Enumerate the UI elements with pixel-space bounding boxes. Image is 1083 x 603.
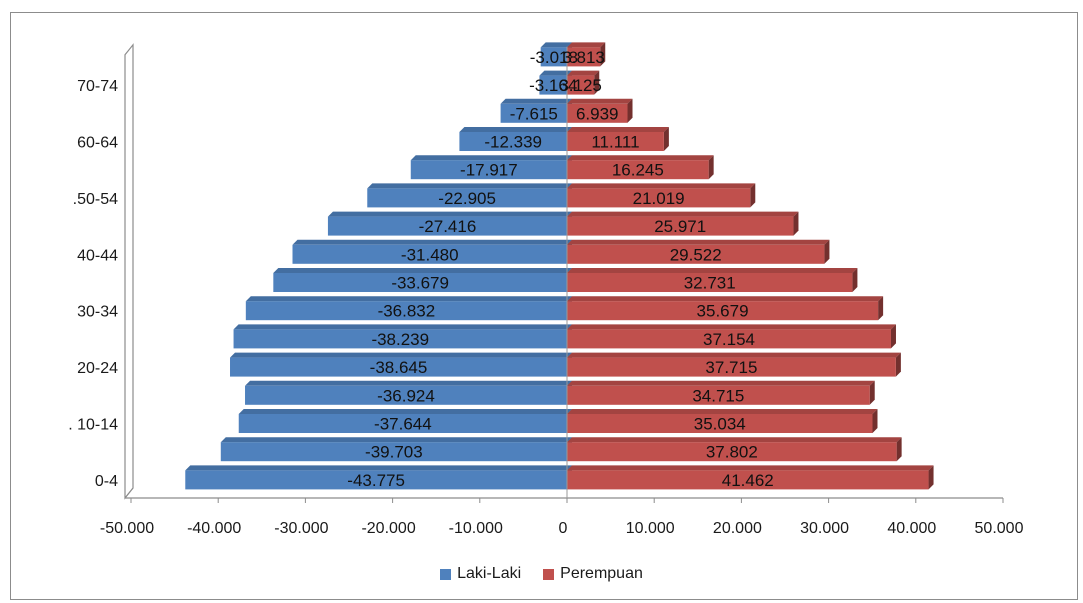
legend-swatch-perempuan [543, 568, 555, 580]
y-tick-label-12: 60-64 [77, 135, 118, 152]
bar-laki-laki-9 [327, 211, 572, 236]
bar-perempuan-11 [567, 155, 714, 180]
legend: Laki-Laki Perempuan [0, 565, 1083, 583]
bar-perempuan-4 [567, 352, 901, 377]
data-label-laki-laki-12: -12.339 [484, 133, 542, 152]
data-label-laki-laki-2: -37.644 [374, 415, 432, 434]
y-tick-label-6: 30-34 [77, 304, 118, 321]
data-label-laki-laki-14: -3.164 [529, 76, 577, 95]
bar-perempuan-15 [567, 42, 606, 67]
data-label-perempuan-9: 25.971 [654, 217, 706, 236]
x-tick-label-2: -30.000 [274, 520, 328, 537]
bar-perempuan-7 [567, 268, 858, 292]
x-tick-label-4: -10.000 [449, 520, 503, 537]
bar-perempuan-10 [567, 183, 756, 208]
wall-left-side [124, 43, 134, 500]
bar-perempuan-9 [567, 211, 799, 236]
bars-group [185, 42, 934, 490]
legend-label-perempuan: Perempuan [560, 565, 643, 582]
legend-label-laki-laki: Laki-Laki [457, 565, 522, 582]
data-label-laki-laki-3: -36.924 [377, 386, 435, 405]
data-label-perempuan-11: 16.245 [612, 161, 664, 180]
bar-perempuan-12 [567, 127, 669, 151]
x-tick-label-0: -50.000 [100, 520, 154, 537]
bar-perempuan-1 [567, 437, 902, 462]
bar-laki-laki-4 [230, 352, 572, 377]
data-label-perempuan-4: 37.715 [705, 358, 757, 377]
bar-laki-laki-10 [367, 183, 572, 208]
bar-perempuan-0 [567, 465, 934, 490]
bar-perempuan-14 [567, 70, 600, 95]
bar-laki-laki-8 [292, 239, 572, 264]
bar-perempuan-2 [567, 409, 878, 433]
data-label-perempuan-10: 21.019 [633, 189, 685, 208]
data-label-perempuan-1: 37.802 [706, 443, 758, 462]
data-label-perempuan-0: 41.462 [722, 471, 774, 490]
y-tick-label-0: 0-4 [95, 473, 118, 490]
data-label-laki-laki-13: -7.615 [510, 104, 558, 123]
data-label-laki-laki-15: -3.018 [530, 48, 578, 67]
data-label-laki-laki-6: -36.832 [378, 302, 436, 321]
data-label-perempuan-14: 3.125 [559, 76, 602, 95]
bar-laki-laki-5 [233, 324, 573, 349]
x-tick-label-1: -40.000 [187, 520, 241, 537]
bar-laki-laki-11 [410, 155, 572, 180]
data-labels-group: -43.775 -39.703 -37.644 -36.924 -38.645 -38.2… [347, 48, 773, 490]
data-label-laki-laki-7: -33.679 [391, 274, 449, 293]
data-label-perempuan-5: 37.154 [703, 330, 755, 349]
y-tick-label-8: 40-44 [77, 247, 118, 264]
data-label-perempuan-2: 35.034 [694, 415, 746, 434]
bar-perempuan-13 [567, 98, 633, 123]
data-label-laki-laki-0: -43.775 [347, 471, 405, 490]
data-label-laki-laki-8: -31.480 [401, 245, 459, 264]
y-tick-label-10: .50-54 [73, 191, 118, 208]
x-tick-label-8: 30.000 [800, 520, 849, 537]
bar-perempuan-8 [567, 239, 830, 264]
x-tick-label-10: 50.000 [975, 520, 1024, 537]
data-label-laki-laki-9: -27.416 [419, 217, 477, 236]
bar-perempuan-6 [567, 296, 884, 321]
x-tick-label-3: -20.000 [361, 520, 415, 537]
legend-swatch-laki-laki [440, 568, 452, 580]
bar-perempuan-5 [567, 324, 896, 349]
data-label-perempuan-6: 35.679 [697, 302, 749, 321]
data-label-laki-laki-5: -38.239 [371, 330, 429, 349]
data-label-perempuan-3: 34.715 [692, 386, 744, 405]
data-label-perempuan-15: 3.813 [562, 48, 605, 67]
y-tick-label-14: 70-74 [77, 78, 118, 95]
data-label-laki-laki-1: -39.703 [365, 443, 423, 462]
data-label-perempuan-13: 6.939 [576, 104, 619, 123]
x-tick-label-7: 20.000 [713, 520, 762, 537]
chart-3d-wall [124, 43, 1003, 500]
x-tick-label-9: 40.000 [887, 520, 936, 537]
bar-laki-laki-3 [245, 380, 573, 405]
data-label-perempuan-7: 32.731 [684, 274, 736, 293]
floor-edge [124, 487, 134, 499]
x-tick-label-5: 0 [559, 520, 568, 537]
y-tick-label-4: 20-24 [77, 360, 118, 377]
data-label-laki-laki-4: -38.645 [370, 358, 428, 377]
axes-group: -50.000 -40.000 -30.000 -20.000 -10.000 0 10.0… [68, 46, 1024, 537]
bar-perempuan-3 [567, 380, 875, 405]
legend-item-perempuan: Perempuan [543, 565, 643, 583]
x-tick-label-6: 10.000 [626, 520, 675, 537]
bar-laki-laki-1 [220, 437, 572, 462]
data-label-laki-laki-10: -22.905 [438, 189, 496, 208]
data-label-perempuan-12: 11.111 [591, 133, 639, 152]
y-tick-label-2: . 10-14 [68, 417, 118, 434]
legend-item-laki-laki: Laki-Laki [440, 565, 521, 583]
data-label-perempuan-8: 29.522 [670, 245, 722, 264]
data-label-laki-laki-11: -17.917 [460, 161, 518, 180]
